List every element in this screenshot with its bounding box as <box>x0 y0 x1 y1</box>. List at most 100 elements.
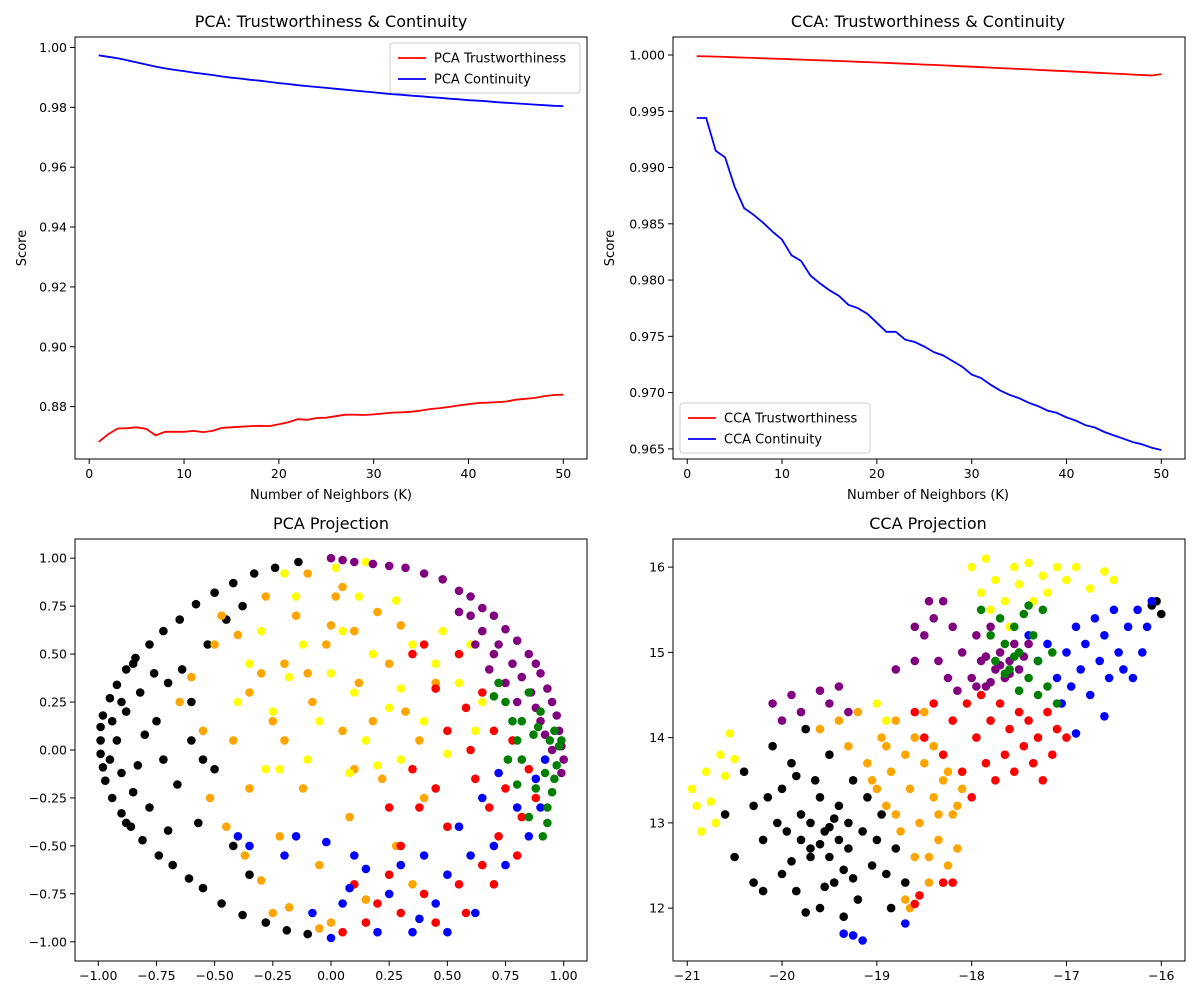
scatter-point <box>1109 605 1119 615</box>
scatter-point <box>986 716 995 725</box>
scatter-point <box>431 684 441 693</box>
x-tick-label: 0 <box>85 466 93 481</box>
scatter-point <box>466 611 475 620</box>
scatter-point <box>972 733 981 742</box>
scatter-point <box>471 726 480 736</box>
x-tick-label: 0 <box>683 466 691 481</box>
scatter-point <box>133 761 143 770</box>
scatter-point <box>531 774 541 784</box>
scatter-point <box>730 852 739 862</box>
scatter-point <box>326 669 336 678</box>
scatter-point <box>815 839 825 849</box>
legend-label: CCA Trustworthiness <box>724 412 858 427</box>
scatter-point <box>543 684 552 693</box>
scatter-point <box>1043 639 1052 649</box>
scatter-point <box>485 803 494 812</box>
scatter-point <box>991 776 1000 785</box>
scatter-point <box>891 665 901 674</box>
y-tick-label: 0.92 <box>39 279 67 294</box>
scatter-point <box>245 870 254 879</box>
x-tick-label: 20 <box>869 466 885 481</box>
scatter-point <box>1014 707 1024 717</box>
scatter-point <box>338 582 347 592</box>
scatter-point <box>536 707 545 716</box>
y-tick-label: 12 <box>649 901 665 916</box>
legend-label: PCA Continuity <box>434 73 531 88</box>
pca-tc-title: PCA: Trustworthiness & Continuity <box>195 12 468 31</box>
x-tick-label: −19 <box>864 968 890 983</box>
scatter-point <box>303 569 313 578</box>
y-tick-label: 0.980 <box>629 273 665 288</box>
scatter-point <box>508 659 517 668</box>
scatter-point <box>1010 639 1019 649</box>
scatter-point <box>910 899 920 909</box>
series-line-cca-continuity <box>696 117 1162 451</box>
scatter-point <box>245 659 254 668</box>
scatter-point <box>396 841 406 851</box>
scatter-point <box>361 864 371 874</box>
scatter-point <box>284 672 294 682</box>
scatter-point <box>815 686 825 695</box>
scatter-point <box>501 784 510 793</box>
x-tick-label: −0.75 <box>137 968 175 983</box>
scatter-point <box>953 686 962 695</box>
scatter-point <box>152 716 161 726</box>
pca-tc-x-axis-label: Number of Neighbors (K) <box>250 488 412 503</box>
scatter-point <box>294 557 303 567</box>
scatter-point <box>501 624 510 634</box>
x-tick-label: −0.50 <box>195 968 233 983</box>
scatter-point <box>275 764 285 774</box>
scatter-point <box>517 812 527 822</box>
cca-tc-axes-frame <box>672 36 1186 460</box>
scatter-point <box>256 669 266 678</box>
scatter-point <box>825 852 834 862</box>
scatter-point <box>953 844 962 853</box>
scatter-point <box>373 927 382 937</box>
scatter-point <box>1052 673 1062 683</box>
scatter-point <box>454 586 464 596</box>
scatter-point <box>191 599 201 609</box>
scatter-point <box>163 826 173 835</box>
scatter-point <box>910 622 920 632</box>
scatter-point <box>948 622 957 632</box>
scatter-point <box>431 899 441 908</box>
scatter-point <box>112 680 122 690</box>
scatter-point <box>431 918 441 927</box>
scatter-point <box>697 827 706 836</box>
x-tick-label: 10 <box>176 466 192 481</box>
scatter-point <box>121 707 131 716</box>
scatter-point <box>1114 648 1123 657</box>
scatter-point <box>943 861 953 870</box>
scatter-point <box>768 741 777 751</box>
scatter-point <box>517 755 527 764</box>
scatter-point <box>739 767 749 776</box>
scatter-point <box>934 835 943 845</box>
scatter-point <box>531 659 541 668</box>
scatter-point <box>943 673 953 683</box>
scatter-point <box>494 678 503 688</box>
scatter-point <box>373 761 382 770</box>
scatter-point <box>701 767 711 776</box>
scatter-point <box>431 659 441 668</box>
scatter-point <box>466 745 475 755</box>
scatter-point <box>282 926 292 935</box>
scatter-point <box>331 563 341 573</box>
scatter-point <box>901 750 910 759</box>
scatter-point <box>1081 639 1090 649</box>
scatter-point <box>198 726 208 736</box>
y-tick-label: 0.96 <box>39 160 67 175</box>
scatter-point <box>910 656 920 666</box>
y-tick-label: 1.00 <box>39 551 67 566</box>
scatter-point <box>991 656 1000 666</box>
scatter-point <box>471 774 480 784</box>
pca-projection-panel: PCA Projection −1.00 −0.75 −0.50 −0.25 0.00 0… <box>29 514 588 983</box>
y-tick-label: 0.975 <box>629 329 665 344</box>
scatter-point <box>198 883 208 893</box>
scatter-point <box>361 918 371 927</box>
scatter-point <box>787 690 796 700</box>
scatter-point <box>96 749 105 759</box>
scatter-point <box>531 784 541 793</box>
scatter-point <box>489 611 499 620</box>
x-tick-label: 50 <box>1153 466 1169 481</box>
